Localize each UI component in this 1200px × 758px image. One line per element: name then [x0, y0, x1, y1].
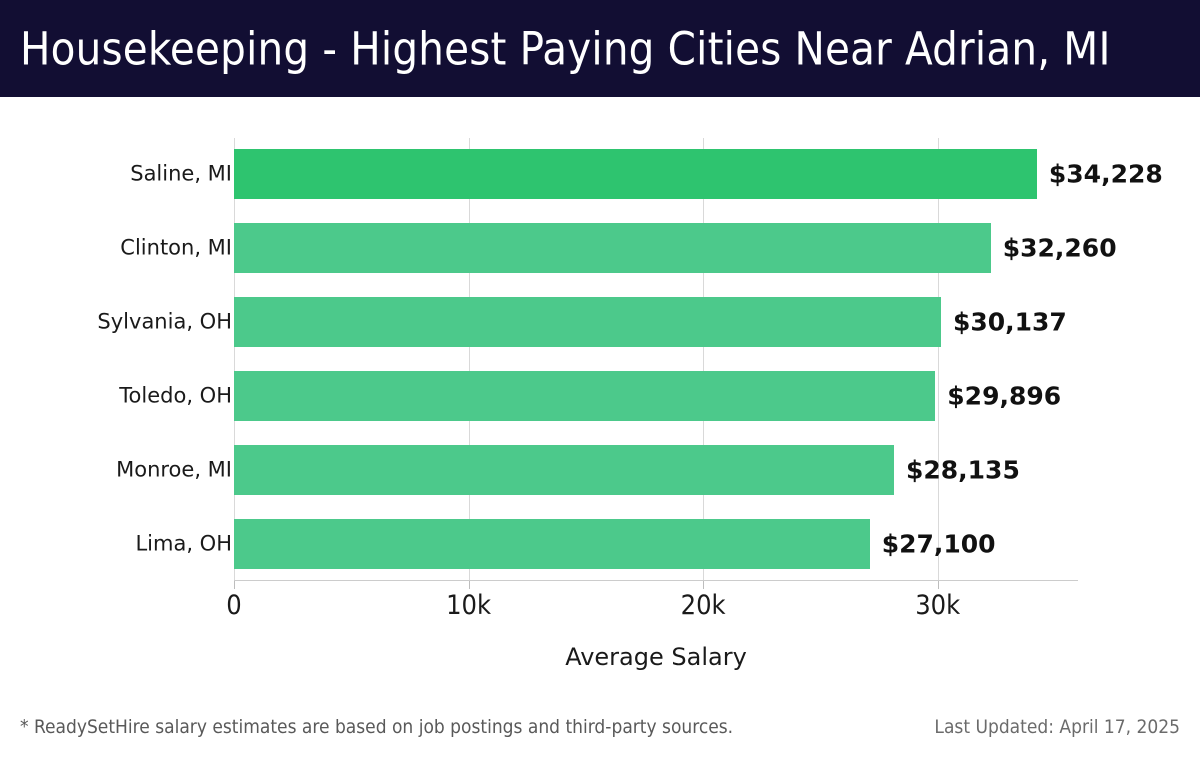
bar-value-label: $34,228: [1048, 159, 1163, 189]
x-axis-line: [234, 580, 1078, 581]
chart-plot-area: 0 10k 20k 30k Saline, MI $34,228 Clinton, MI $…: [0, 97, 1200, 758]
bar[interactable]: [234, 371, 936, 421]
x-axis-title: Average Salary: [565, 643, 747, 671]
y-axis-category-label: Clinton, MI: [120, 235, 232, 260]
bar-value-label: $32,260: [1002, 233, 1117, 263]
y-axis-category-label: Sylvania, OH: [97, 309, 232, 334]
bar[interactable]: [234, 519, 870, 569]
bar-row: Clinton, MI $32,260: [0, 223, 1200, 273]
page-title: Housekeeping - Highest Paying Cities Nea…: [20, 22, 1111, 75]
bar-row: Lima, OH $27,100: [0, 519, 1200, 569]
bar-rows: Saline, MI $34,228 Clinton, MI $32,260 Sylva…: [0, 97, 1200, 758]
bar-value-label: $29,896: [947, 381, 1062, 411]
bar-row: Monroe, MI $28,135: [0, 445, 1200, 495]
bar-value-label: $27,100: [881, 529, 996, 559]
bar[interactable]: [234, 297, 941, 347]
y-axis-category-label: Toledo, OH: [119, 383, 232, 408]
last-updated-text: Last Updated: April 17, 2025: [934, 716, 1180, 738]
y-axis-category-label: Monroe, MI: [116, 457, 232, 482]
bar-row: Toledo, OH $29,896: [0, 371, 1200, 421]
y-axis-category-label: Saline, MI: [130, 161, 232, 186]
bar[interactable]: [234, 223, 991, 273]
bar-value-label: $28,135: [905, 455, 1020, 485]
bar-row: Saline, MI $34,228: [0, 149, 1200, 199]
y-axis-category-label: Lima, OH: [135, 531, 232, 556]
bar-row: Sylvania, OH $30,137: [0, 297, 1200, 347]
bar[interactable]: [234, 149, 1037, 199]
footnote-text: * ReadySetHire salary estimates are base…: [20, 716, 734, 738]
bar[interactable]: [234, 445, 894, 495]
bar-value-label: $30,137: [952, 307, 1067, 337]
header-bar: Housekeeping - Highest Paying Cities Nea…: [0, 0, 1200, 97]
